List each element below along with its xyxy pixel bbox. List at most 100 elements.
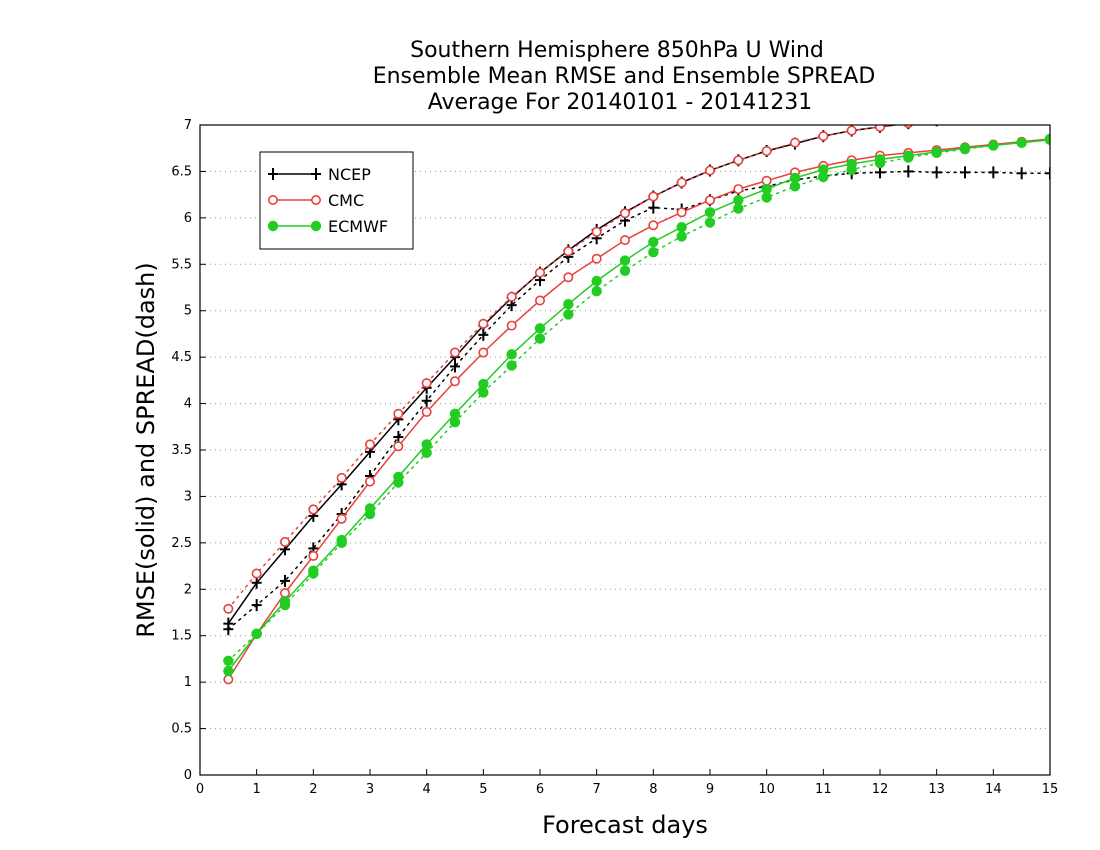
gridlines (200, 170, 1050, 730)
ncep-spread-point (251, 599, 262, 612)
cmc-rmse-point (563, 272, 574, 283)
legend-marker (310, 220, 322, 232)
ecmwf-rmse-point (704, 207, 716, 218)
title-line-1: Southern Hemisphere 850hPa U Wind (410, 38, 824, 63)
ncep-rmse-point (1017, 108, 1027, 120)
cmc-spread-point (1046, 108, 1054, 116)
x-tick-label: 0 (196, 782, 204, 797)
cmc-spread-point (449, 347, 460, 358)
legend-marker (267, 220, 279, 232)
ecmwf-rmse-point (1016, 137, 1027, 148)
cmc-spread-point (251, 568, 262, 579)
x-tick-label: 12 (872, 782, 889, 797)
legend-item-ecmwf: ECMWF (267, 217, 388, 236)
x-tick-label: 11 (815, 782, 832, 797)
cmc-spread-point (421, 378, 432, 389)
legend: NCEP CMC ECMWF (259, 151, 414, 250)
cmc-rmse-point (704, 195, 715, 206)
ecmwf-spread-point (619, 265, 631, 276)
ncep-spread-point (1016, 167, 1027, 180)
legend-item-cmc: CMC (267, 191, 364, 210)
cmc-rmse-point (223, 674, 234, 685)
ecmwf-rmse-point (506, 349, 517, 360)
y-tick-label: 6 (184, 211, 192, 226)
ecmwf-rmse-point (676, 221, 687, 233)
y-tick-label: 5 (184, 304, 192, 319)
cmc-spread-point (903, 125, 913, 129)
cmc-spread-point (534, 267, 545, 278)
cmc-rmse-point (761, 175, 772, 186)
ecmwf-spread-point (676, 231, 687, 242)
cmc-rmse-point (534, 295, 545, 306)
ecmwf-rmse-point (279, 596, 291, 607)
legend-marker (267, 195, 278, 206)
ecmwf-rmse-point (308, 565, 319, 576)
cmc-spread-point (478, 318, 489, 329)
cmc-rmse-point (506, 320, 517, 331)
cmc-spread-point (619, 208, 630, 219)
plot-area (223, 106, 1055, 685)
y-tick-label: 5.5 (171, 257, 192, 272)
ncep-spread-point (280, 574, 290, 587)
cmc-spread-point (223, 603, 234, 614)
y-tick-label: 4.5 (171, 350, 192, 365)
cmc-spread-point (934, 125, 939, 126)
ncep-rmse-point (251, 576, 262, 589)
cmc-spread-point (818, 131, 829, 142)
legend-marker (268, 168, 278, 180)
cmc-spread-point (1017, 110, 1025, 118)
cmc-spread-point (989, 112, 997, 120)
title-line-3: Average For 20140101 - 20141231 (428, 90, 813, 115)
cmc-spread-point (591, 226, 602, 237)
ecmwf-spread-point (223, 655, 234, 666)
cmc-spread-point (846, 125, 857, 136)
ncep-rmse-point (988, 110, 998, 122)
y-tick-label: 0 (184, 768, 192, 783)
x-tick-label: 5 (479, 782, 487, 797)
cmc-rmse-point (336, 513, 347, 524)
legend-label: ECMWF (328, 217, 388, 236)
cmc-spread-point (733, 155, 744, 166)
x-tick-label: 7 (593, 782, 601, 797)
y-tick-label: 0.5 (171, 722, 192, 737)
y-tick-label: 2.5 (171, 536, 192, 551)
ecmwf-spread-point (506, 360, 517, 371)
x-tick-label: 1 (253, 782, 261, 797)
cmc-spread-point (704, 165, 715, 176)
ecmwf-spread-point (648, 247, 659, 258)
ncep-spread-point (960, 166, 970, 179)
y-tick-label: 2 (184, 582, 192, 597)
ncep-rmse-point (1045, 106, 1055, 118)
cmc-rmse-point (733, 184, 744, 195)
ecmwf-rmse-point (251, 628, 262, 640)
ecmwf-rmse-point (733, 195, 744, 206)
cmc-rmse-point (648, 220, 659, 231)
ecmwf-rmse-point (818, 164, 829, 175)
cmc-spread-point (279, 536, 290, 547)
ecmwf-rmse-point (789, 172, 801, 184)
ecmwf-rmse-point (931, 146, 942, 158)
ecmwf-rmse-point (988, 140, 999, 151)
cmc-rmse-point (279, 587, 290, 598)
series-ecmwf (223, 133, 1050, 677)
x-tick-label: 6 (536, 782, 544, 797)
cmc-rmse-point (449, 376, 460, 387)
ecmwf-rmse-point (959, 143, 971, 154)
cmc-spread-point (761, 146, 772, 157)
ecmwf-spread-point (591, 286, 602, 297)
cmc-rmse-point (364, 476, 375, 487)
cmc-spread-point (648, 191, 659, 202)
cmc-rmse-point (308, 550, 319, 561)
axes: 00.511.522.533.544.555.566.570 1 2 3 4 5 6 7 8 9 1… (171, 118, 1058, 797)
ecmwf-rmse-point (336, 534, 347, 546)
y-tick-label: 7 (184, 118, 192, 133)
x-tick-label: 15 (1042, 782, 1059, 797)
cmc-rmse-point (591, 253, 602, 264)
ecmwf-rmse-point (393, 471, 404, 483)
x-tick-label: 2 (309, 782, 317, 797)
ecmwf-rmse-point (591, 275, 602, 287)
ecmwf-rmse-point (421, 439, 432, 450)
ecmwf-rmse-point (534, 323, 546, 334)
cmc-rmse-point (421, 406, 432, 417)
ecmwf-rmse-point (846, 158, 857, 170)
